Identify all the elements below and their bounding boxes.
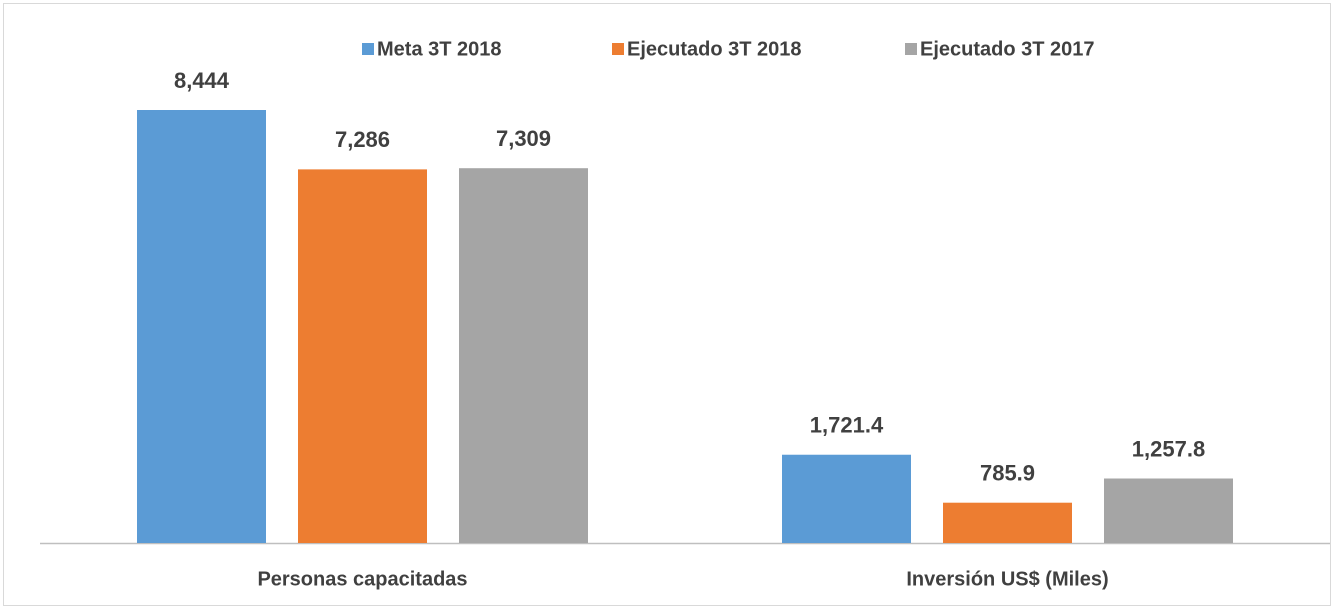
- legend-label: Meta 3T 2018: [377, 38, 502, 60]
- bar: [459, 168, 588, 544]
- bar: [1104, 478, 1233, 543]
- x-tick-label: Personas capacitadas: [257, 568, 467, 590]
- bar: [782, 454, 911, 543]
- bar: [137, 110, 266, 543]
- legend-swatch: [612, 43, 624, 55]
- legend-label: Ejecutado 3T 2018: [627, 38, 802, 60]
- data-label: 7,309: [496, 126, 551, 151]
- legend-label: Ejecutado 3T 2017: [920, 38, 1095, 60]
- data-label: 7,286: [335, 127, 390, 152]
- x-tick-label: Inversión US$ (Miles): [906, 568, 1108, 590]
- data-label: 785.9: [980, 461, 1035, 486]
- legend-swatch: [905, 43, 917, 55]
- data-label: 8,444: [174, 68, 230, 93]
- bar: [298, 169, 427, 543]
- bar: [943, 502, 1072, 543]
- data-label: 1,721.4: [810, 413, 884, 438]
- legend-swatch: [362, 43, 374, 55]
- data-label: 1,257.8: [1132, 436, 1205, 461]
